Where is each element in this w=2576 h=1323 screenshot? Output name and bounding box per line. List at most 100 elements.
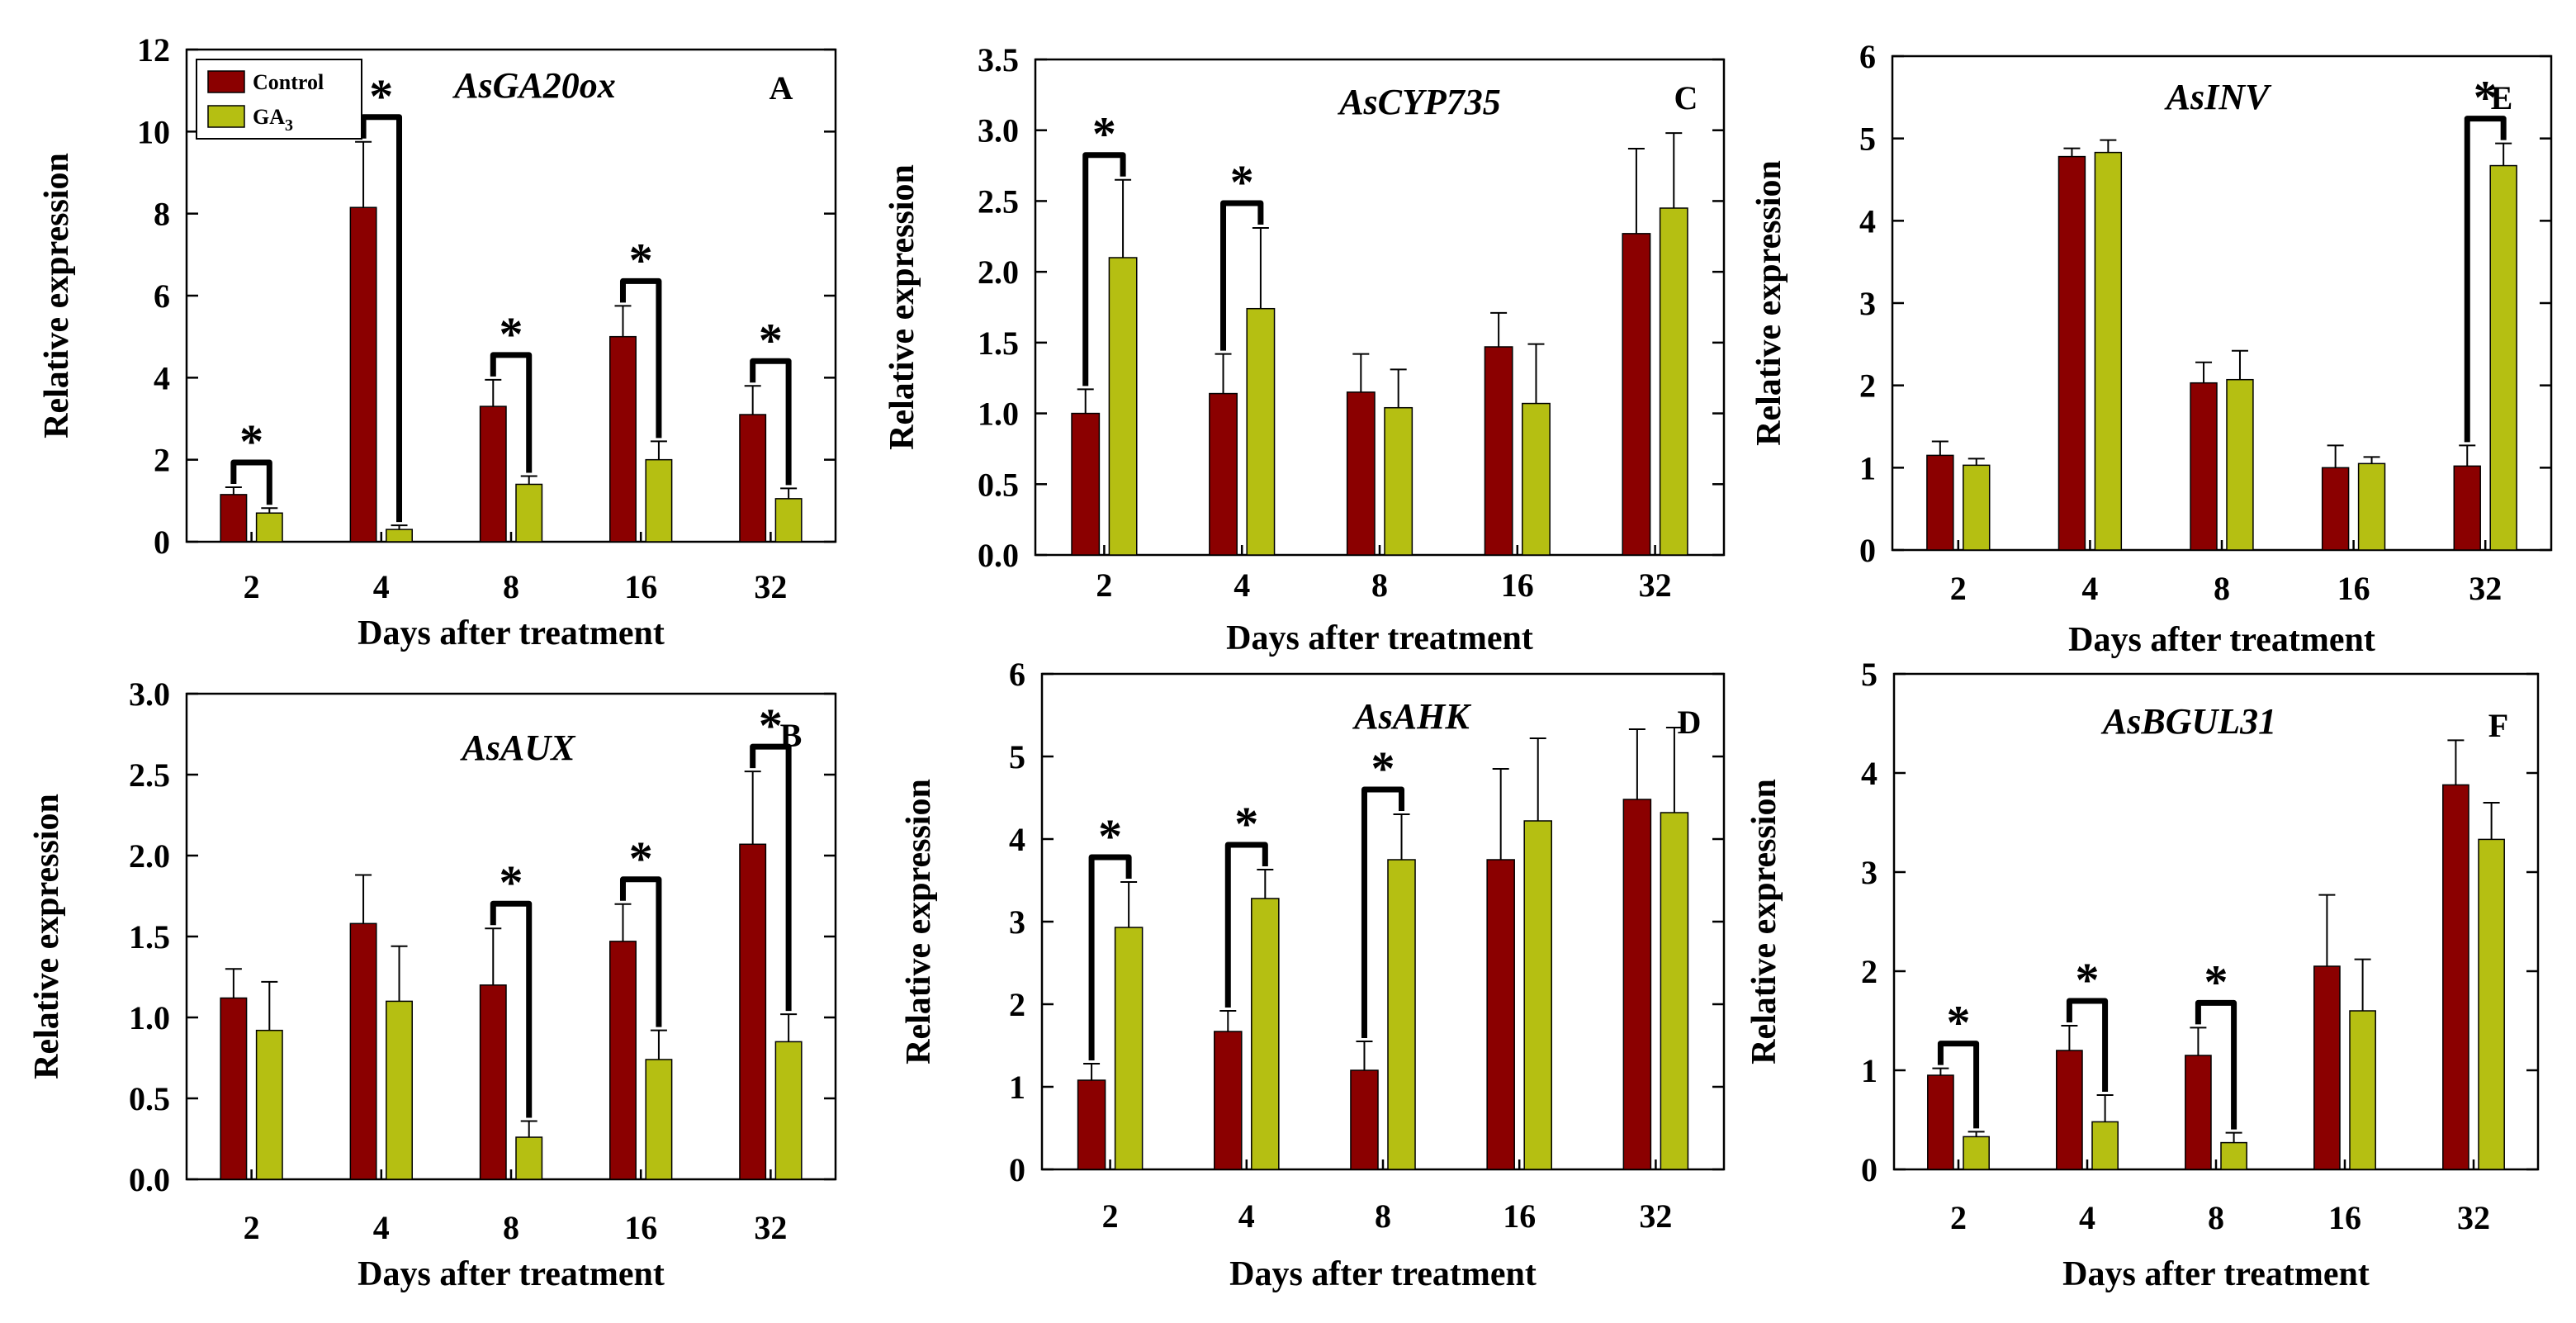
significance-star: * [759,313,783,367]
x-axis-label: Days after treatment [1229,1255,1537,1293]
bar-ga3-16 [2349,1010,2376,1170]
y-tick-label: 2 [1009,986,1025,1023]
y-tick-label: 2.5 [978,183,1019,220]
x-tick-label: 32 [1639,1197,1672,1235]
significance-bracket [490,352,533,473]
bar-ga3-16 [1522,402,1551,556]
bar-control-8 [2185,1055,2212,1170]
legend-label-control: Control [253,70,324,94]
bar-ga3-8 [1384,406,1413,556]
y-tick-label: 3 [1861,854,1878,891]
significance-star: * [1098,809,1122,863]
y-tick-label: 2.0 [129,837,170,875]
bar-ga3-8 [515,483,543,543]
plot-frame [1034,58,1726,557]
x-tick-label: 16 [624,1209,657,1246]
x-axis-label: Days after treatment [1226,619,1533,657]
bar-control-8 [1346,391,1376,556]
y-tick-label: 0.5 [129,1080,170,1117]
bar-control-32 [1622,233,1651,556]
y-tick-label: 1 [1859,449,1876,486]
y-tick-label: 3.5 [978,41,1019,78]
x-tick-label: 16 [1501,567,1534,604]
bar-ga3-4 [386,529,413,543]
bar-ga3-32 [774,1041,803,1180]
bar-control-16 [609,941,637,1180]
bar-control-8 [479,984,507,1180]
panel-letter: F [2488,707,2508,744]
y-tick-label: 4 [1861,755,1878,792]
bar-ga3-32 [1659,207,1688,556]
x-tick-label: 4 [1238,1197,1255,1235]
x-axis-label: Days after treatment [2068,621,2375,659]
legend-label-ga3: GA3 [253,105,293,135]
chart-title: AsAUX [460,728,577,768]
significance-star: * [759,699,783,752]
significance-bracket [1224,842,1268,1008]
panel-letter: A [769,69,793,107]
bar-ga3-2 [255,512,283,543]
y-tick-label: 4 [154,359,170,396]
bar-control-32 [2453,465,2481,551]
legend-swatch-ga3 [207,105,245,128]
y-tick-label: 1 [1009,1069,1025,1106]
significance-bracket [1361,786,1405,1038]
legend-label-ga3-base: GA [253,105,285,129]
y-tick-label: 8 [154,196,170,233]
x-tick-label: 2 [1096,567,1112,604]
y-tick-label: 0 [1861,1151,1878,1188]
significance-bracket [1937,1041,1980,1129]
x-axis-label: Days after treatment [358,614,665,652]
bar-control-8 [479,405,507,543]
significance-bracket [2066,998,2109,1092]
x-tick-label: 16 [1503,1197,1536,1235]
y-tick-label: 5 [1009,738,1025,775]
y-tick-label: 6 [154,277,170,315]
significance-bracket [490,900,533,1118]
x-tick-label: 32 [1639,567,1672,604]
y-tick-label: 1.5 [129,918,170,956]
y-tick-label: 10 [137,113,170,150]
bar-ga3-4 [1246,307,1276,556]
bar-ga3-2 [1114,927,1144,1170]
significance-star: * [2204,955,2228,1008]
x-tick-label: 4 [1234,567,1250,604]
y-tick-label: 6 [1009,656,1025,693]
significance-star: * [1371,742,1395,795]
bar-control-16 [1486,859,1515,1170]
significance-star: * [1230,155,1254,209]
significance-bracket [2464,116,2507,443]
chart-panel-d: 0 1 2 3 4 5 6 Relative expression Days after tre… [900,656,1726,1293]
x-axis-label: Days after treatment [2062,1255,2370,1293]
significance-bracket [1220,200,1264,351]
significance-star: * [2076,953,2100,1007]
y-tick-label: 2.0 [978,254,1019,291]
significance-star: * [369,69,393,123]
chart-title: AsBGUL31 [2100,701,2276,742]
significance-star: * [500,307,523,361]
bar-control-32 [739,414,767,543]
legend-swatch-control [207,70,245,93]
bar-ga3-16 [1523,820,1552,1170]
significance-star: * [629,233,653,287]
chart-panel-f: 0 1 2 3 4 5 Relative expression Days after trea… [1745,656,2540,1293]
x-tick-label: 32 [2457,1199,2490,1236]
bar-control-16 [609,335,637,543]
x-tick-label: 2 [244,568,260,605]
x-tick-label: 2 [1950,570,1967,607]
x-tick-label: 2 [1950,1199,1967,1236]
x-tick-label: 4 [373,568,390,605]
bar-ga3-32 [774,498,803,543]
y-tick-label: 0 [1859,532,1876,569]
bar-ga3-32 [2478,838,2505,1170]
panel-letter: E [2491,79,2513,116]
bar-ga3-32 [1660,812,1689,1170]
y-tick-label: 1.5 [978,325,1019,362]
x-axis-label: Days after treatment [358,1255,665,1293]
bar-control-4 [349,922,377,1180]
plot-frame [1892,672,2540,1171]
x-tick-label: 16 [624,568,657,605]
chart-panel-c: 0.0 0.5 1.0 1.5 2.0 2.5 3.0 3.5 Relative express… [883,41,1726,657]
chart-title: AsINV [2164,77,2272,117]
bar-control-16 [2321,467,2350,551]
